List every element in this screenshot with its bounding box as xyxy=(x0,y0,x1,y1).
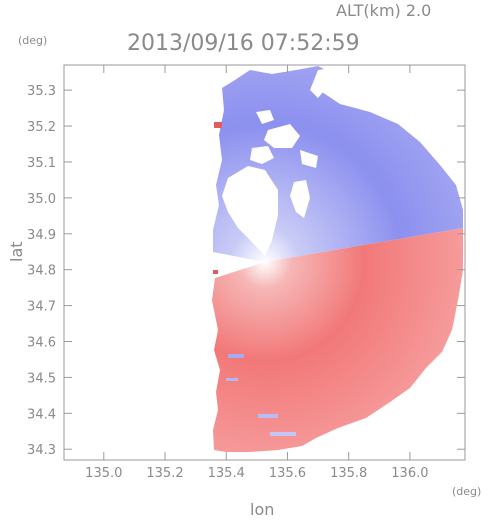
clutter-speckle xyxy=(258,414,278,418)
y-tick-label: 35.1 xyxy=(27,156,56,171)
y-tick-label: 34.5 xyxy=(27,371,56,386)
receding-velocity-region xyxy=(212,228,463,452)
y-tick-label: 34.8 xyxy=(27,264,56,279)
x-tick-label: 135.2 xyxy=(146,466,183,481)
x-tick-label: 135.8 xyxy=(330,466,367,481)
no-echo-hole-strip xyxy=(300,150,318,168)
y-tick-label: 34.9 xyxy=(27,228,56,243)
y-tick-label: 34.7 xyxy=(27,300,56,315)
no-echo-hole-east xyxy=(290,180,310,218)
y-axis: 35.3 35.2 35.1 35.0 34.9 34.8 34.7 34.6 34.5 34.4… xyxy=(27,84,465,458)
no-echo-hole-small xyxy=(256,110,274,124)
x-axis-title: lon xyxy=(250,500,274,519)
timestamp-title: 2013/09/16 07:52:59 xyxy=(127,31,360,56)
altitude-label: ALT(km) 2.0 xyxy=(336,1,431,20)
clutter-speckle xyxy=(228,354,244,358)
x-tick-label: 135.0 xyxy=(85,466,122,481)
no-echo-hole-main xyxy=(222,166,278,256)
clutter-speckle xyxy=(213,270,218,274)
y-tick-label: 35.2 xyxy=(27,120,56,135)
y-tick-label: 34.3 xyxy=(27,443,56,458)
x-tick-label: 135.4 xyxy=(208,466,245,481)
y-tick-label: 34.4 xyxy=(27,407,56,422)
clutter-speckle xyxy=(214,122,222,128)
clutter-speckle xyxy=(226,378,238,381)
y-unit-label: (deg) xyxy=(18,34,47,47)
y-tick-label: 35.3 xyxy=(27,84,56,99)
no-echo-hole-north xyxy=(310,68,332,98)
x-tick-label: 136.0 xyxy=(391,466,428,481)
no-echo-hole-mid xyxy=(250,146,274,164)
x-axis: 135.0 135.2 135.4 135.6 135.8 136.0 xyxy=(85,65,429,481)
plot-frame xyxy=(63,64,466,461)
y-axis-title: lat xyxy=(7,241,26,262)
radar-field xyxy=(212,66,463,452)
x-tick-label: 135.6 xyxy=(269,466,306,481)
y-tick-label: 35.0 xyxy=(27,192,56,207)
clutter-speckle xyxy=(270,432,296,436)
no-echo-hole-ne xyxy=(264,124,300,148)
x-unit-label: (deg) xyxy=(452,485,481,498)
y-tick-label: 34.6 xyxy=(27,336,56,351)
